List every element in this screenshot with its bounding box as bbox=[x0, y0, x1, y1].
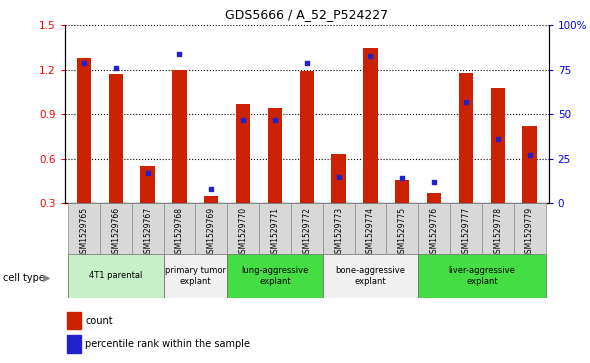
Text: GSM1529774: GSM1529774 bbox=[366, 207, 375, 258]
Point bbox=[79, 60, 88, 66]
Bar bbox=[427, 193, 441, 203]
Text: GSM1529772: GSM1529772 bbox=[302, 207, 312, 258]
Bar bbox=[363, 48, 378, 203]
Bar bbox=[268, 109, 282, 203]
Bar bbox=[140, 166, 155, 203]
Point bbox=[270, 117, 280, 123]
Bar bbox=[227, 254, 323, 298]
Bar bbox=[522, 126, 537, 203]
Bar bbox=[291, 203, 323, 254]
Bar bbox=[355, 203, 386, 254]
Text: primary tumor
explant: primary tumor explant bbox=[165, 266, 226, 286]
Text: GSM1529770: GSM1529770 bbox=[238, 207, 248, 258]
Text: GSM1529776: GSM1529776 bbox=[430, 207, 438, 258]
Bar bbox=[418, 203, 450, 254]
Point bbox=[461, 99, 471, 105]
Bar bbox=[450, 203, 482, 254]
Bar bbox=[323, 203, 355, 254]
Text: bone-aggressive
explant: bone-aggressive explant bbox=[336, 266, 405, 286]
Point bbox=[493, 136, 503, 142]
Text: liver-aggressive
explant: liver-aggressive explant bbox=[448, 266, 515, 286]
Bar bbox=[163, 254, 227, 298]
Bar bbox=[514, 203, 546, 254]
Text: GSM1529779: GSM1529779 bbox=[525, 207, 534, 258]
Bar bbox=[172, 70, 186, 203]
Point bbox=[175, 51, 184, 57]
Text: cell type: cell type bbox=[3, 273, 45, 283]
Point bbox=[525, 152, 535, 158]
Bar bbox=[332, 154, 346, 203]
Point bbox=[238, 117, 248, 123]
Point bbox=[206, 186, 216, 192]
Bar bbox=[77, 58, 91, 203]
Text: GSM1529771: GSM1529771 bbox=[270, 207, 280, 258]
Bar bbox=[459, 73, 473, 203]
Text: GSM1529778: GSM1529778 bbox=[493, 207, 502, 258]
Bar bbox=[109, 74, 123, 203]
Bar bbox=[323, 254, 418, 298]
Bar bbox=[236, 104, 250, 203]
Text: GSM1529765: GSM1529765 bbox=[80, 207, 88, 258]
Text: percentile rank within the sample: percentile rank within the sample bbox=[85, 339, 250, 349]
Text: GSM1529768: GSM1529768 bbox=[175, 207, 184, 258]
Title: GDS5666 / A_52_P524227: GDS5666 / A_52_P524227 bbox=[225, 8, 388, 21]
Point bbox=[302, 60, 312, 66]
Text: 4T1 parental: 4T1 parental bbox=[89, 272, 143, 280]
Text: GSM1529777: GSM1529777 bbox=[461, 207, 470, 258]
Text: GSM1529766: GSM1529766 bbox=[112, 207, 120, 258]
Bar bbox=[68, 203, 100, 254]
Text: GSM1529773: GSM1529773 bbox=[334, 207, 343, 258]
Bar bbox=[491, 87, 505, 203]
Bar bbox=[195, 203, 227, 254]
Bar bbox=[227, 203, 259, 254]
Point bbox=[111, 65, 120, 71]
Bar bbox=[67, 312, 81, 330]
Bar bbox=[68, 254, 163, 298]
Point bbox=[334, 174, 343, 180]
Bar bbox=[418, 254, 546, 298]
Bar bbox=[204, 196, 218, 203]
Bar bbox=[259, 203, 291, 254]
Text: lung-aggressive
explant: lung-aggressive explant bbox=[241, 266, 309, 286]
Text: ▶: ▶ bbox=[43, 273, 51, 283]
Text: GSM1529775: GSM1529775 bbox=[398, 207, 407, 258]
Bar bbox=[100, 203, 132, 254]
Point bbox=[143, 170, 152, 176]
Text: count: count bbox=[85, 316, 113, 326]
Bar bbox=[395, 180, 409, 203]
Bar bbox=[482, 203, 514, 254]
Point bbox=[398, 175, 407, 181]
Text: GSM1529769: GSM1529769 bbox=[207, 207, 216, 258]
Point bbox=[366, 53, 375, 58]
Text: GSM1529767: GSM1529767 bbox=[143, 207, 152, 258]
Bar bbox=[163, 203, 195, 254]
Bar bbox=[386, 203, 418, 254]
Bar bbox=[67, 335, 81, 353]
Bar bbox=[300, 72, 314, 203]
Bar bbox=[132, 203, 163, 254]
Point bbox=[430, 179, 439, 185]
